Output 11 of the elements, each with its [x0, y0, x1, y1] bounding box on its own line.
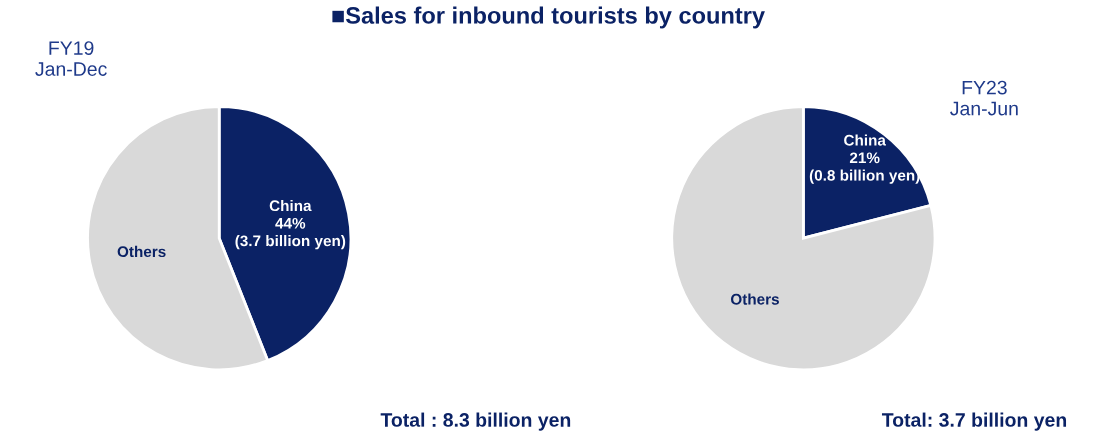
text: FY23 Jan-Jun — [950, 80, 1018, 116]
slice-label: Others — [730, 293, 779, 305]
slice-label: Others — [117, 245, 166, 258]
data-label: 44% (3.7 billion yen) — [235, 217, 346, 250]
text: ■Sales for inbound tourists by country — [332, 6, 765, 29]
chart-subtitle: FY19 Jan-Dec — [35, 41, 107, 76]
slice-label: China — [269, 199, 312, 212]
slice-label: China — [844, 134, 886, 146]
text: Total: 3.7 billion yen — [881, 412, 1067, 431]
text: Total : 8.3 billion yen — [380, 412, 571, 431]
pie-slice — [670, 105, 937, 372]
